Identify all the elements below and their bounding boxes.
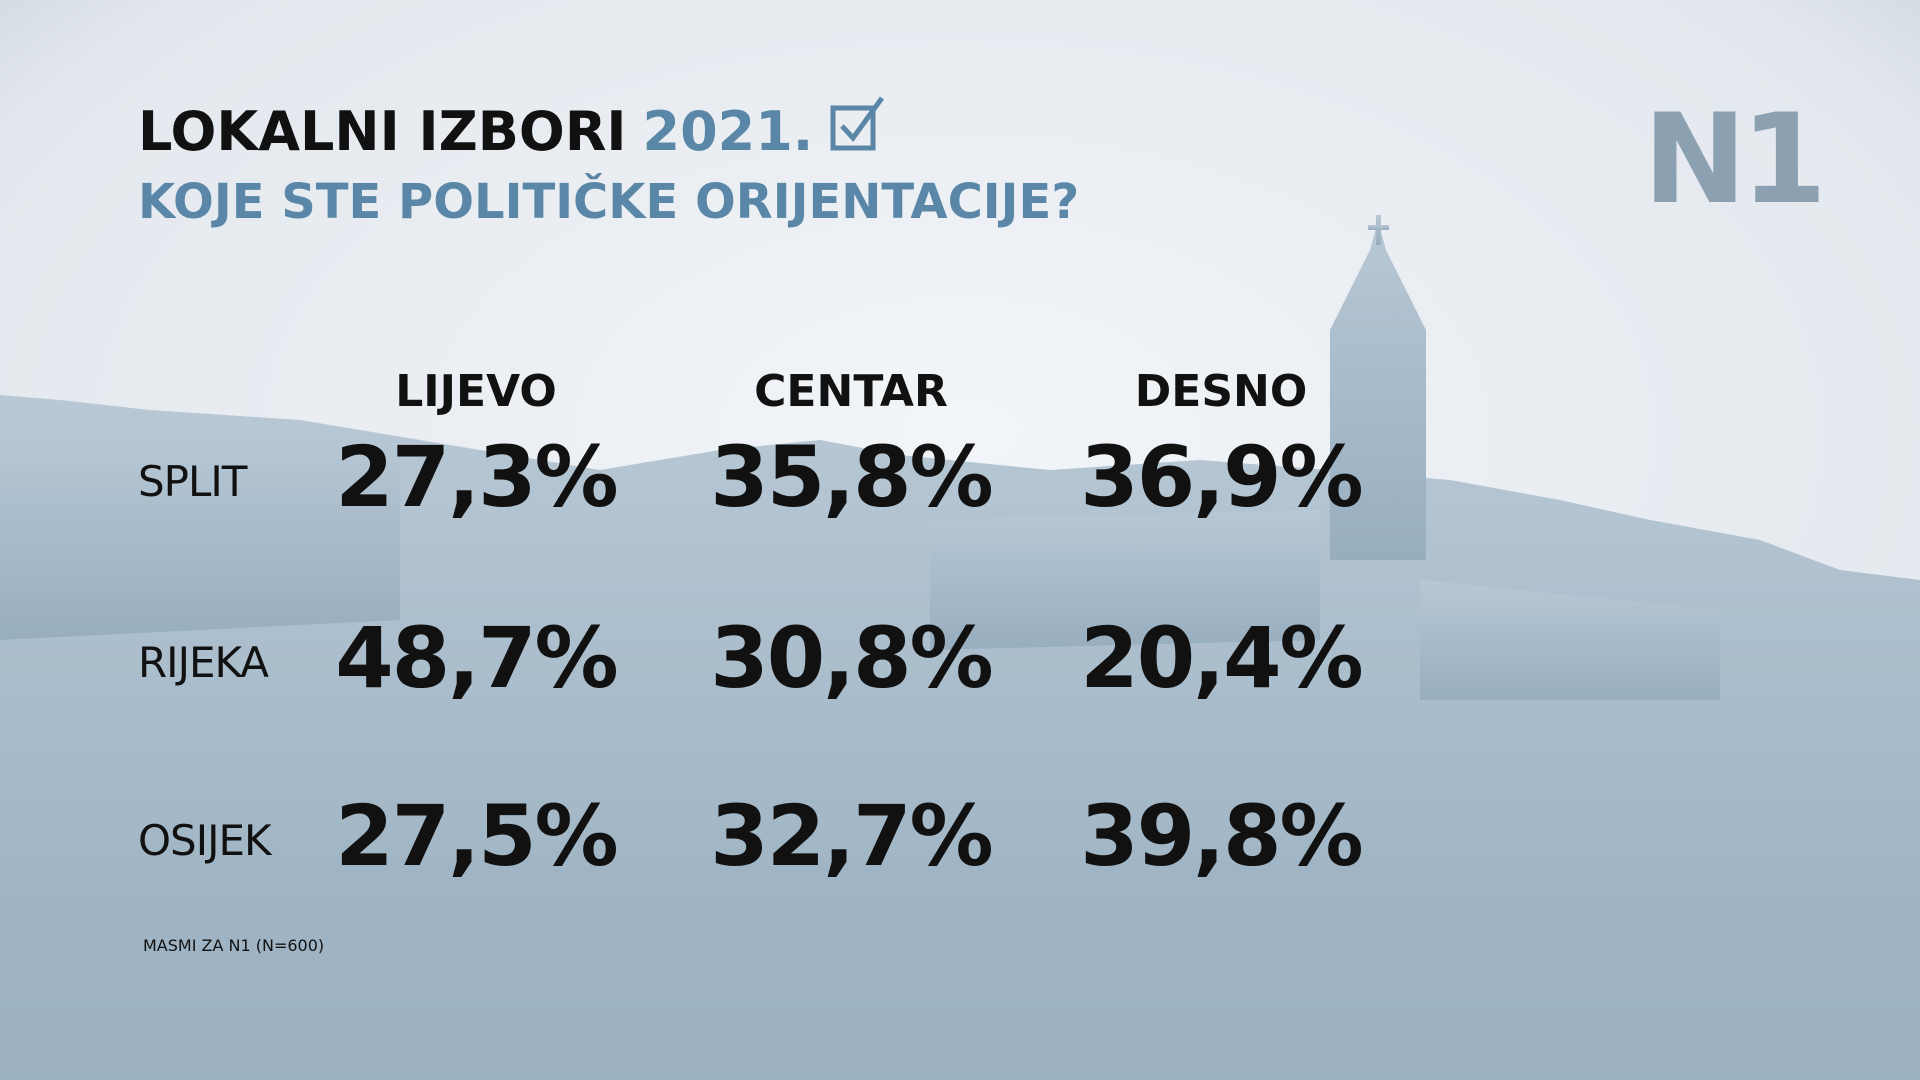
row-label: RIJEKA: [138, 638, 269, 687]
cell-value: 39,8%: [1080, 787, 1361, 885]
cell-value: 32,7%: [710, 787, 991, 885]
column-header: LIJEVO: [395, 366, 557, 417]
column-header: CENTAR: [754, 366, 948, 417]
logo: N1: [1643, 88, 1821, 232]
results-table: LIJEVO CENTAR DESNO SPLIT 27,3% 35,8% 36,9% RIJ…: [138, 366, 1364, 885]
column-header: DESNO: [1135, 366, 1308, 417]
row-label: OSIJEK: [138, 816, 273, 865]
title-year: 2021.: [643, 100, 814, 163]
cell-value: 27,3%: [335, 428, 616, 526]
title-text: LOKALNI IZBORI: [138, 100, 627, 163]
cell-value: 36,9%: [1080, 428, 1361, 526]
cell-value: 30,8%: [710, 609, 991, 707]
title: LOKALNI IZBORI 2021.: [138, 100, 813, 163]
row-label: SPLIT: [138, 457, 248, 506]
cell-value: 35,8%: [710, 428, 991, 526]
water: [0, 860, 1920, 1080]
cell-value: 20,4%: [1080, 609, 1361, 707]
check-icon: [830, 96, 885, 151]
source-note: MASMI ZA N1 (N=600): [143, 936, 324, 955]
cell-value: 48,7%: [335, 609, 616, 707]
subtitle: KOJE STE POLITIČKE ORIJENTACIJE?: [138, 173, 1079, 230]
cell-value: 27,5%: [335, 787, 616, 885]
